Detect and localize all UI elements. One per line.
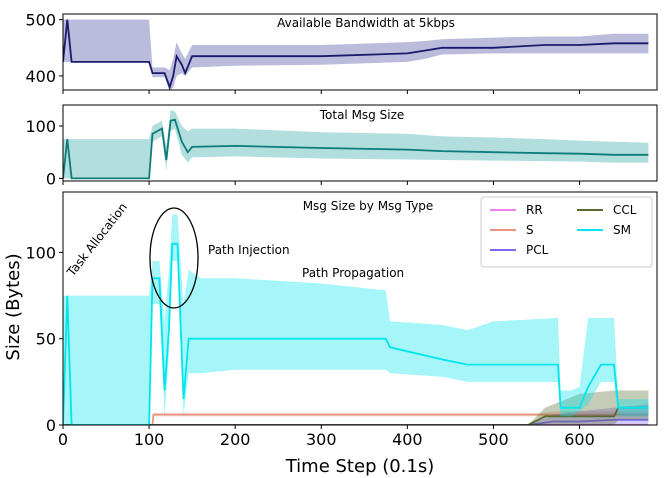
x-tick-label: 300 [306,430,337,449]
annotation-path-injection: Path Injection [208,243,290,257]
y-tick-label: 100 [25,117,56,136]
x-axis-label: Time Step (0.1s) [285,456,435,477]
x-tick-label: 600 [564,430,595,449]
band-pcl [63,404,649,425]
legend: RR S PCL CCL SM [480,196,653,268]
injection-ellipse [149,207,199,309]
x-tick-label: 400 [392,430,423,449]
legend-label-s: S [526,223,534,237]
x-tick-label: 0 [58,430,68,449]
annotation-task-allocation: Task Allocation [64,200,130,279]
y-tick-label: 500 [25,11,56,30]
legend-box [480,196,653,268]
legend-label-ccl: CCL [613,203,637,217]
y-tick-label: 400 [25,67,56,86]
series-line-sm [63,242,649,425]
panel-bandwidth: Available Bandwidth at 5kbps 400 500 [25,11,658,94]
y-tick-label: 0 [46,416,56,435]
legend-label-rr: RR [526,203,543,217]
band-ccl [63,390,649,425]
y-tick-label: 0 [46,169,56,188]
axes-frame-total-msg [62,104,658,182]
series-line-panel1 [63,118,649,180]
axes-frame-bandwidth [62,13,658,91]
y-tick-label: 100 [25,243,56,262]
band-sm [63,214,649,425]
x-tick-label: 100 [134,430,165,449]
x-tick-label: 200 [220,430,251,449]
title-msg-by-type: Msg Size by Msg Type [303,199,434,213]
series-line-panel0 [63,19,649,90]
series-line-s [63,413,649,425]
annotation-path-propagation: Path Propagation [302,266,404,280]
panel-msg-by-type: Msg Size by Msg Type Task Allocation Pat… [3,191,658,477]
band-panel1 [63,110,649,179]
title-bandwidth: Available Bandwidth at 5kbps [277,16,455,30]
axes-frame-msg-by-type [62,191,658,426]
y-tick-label: 50 [36,330,56,349]
series-line-pcl [63,418,649,425]
legend-label-sm: SM [613,223,631,237]
x-tick-label: 500 [478,430,509,449]
panel-total-msg: Total Msg Size 0 100 [25,104,658,188]
legend-label-pcl: PCL [526,243,549,257]
y-axis-label: Size (Bytes) [3,253,24,360]
title-total-msg: Total Msg Size [319,108,405,122]
